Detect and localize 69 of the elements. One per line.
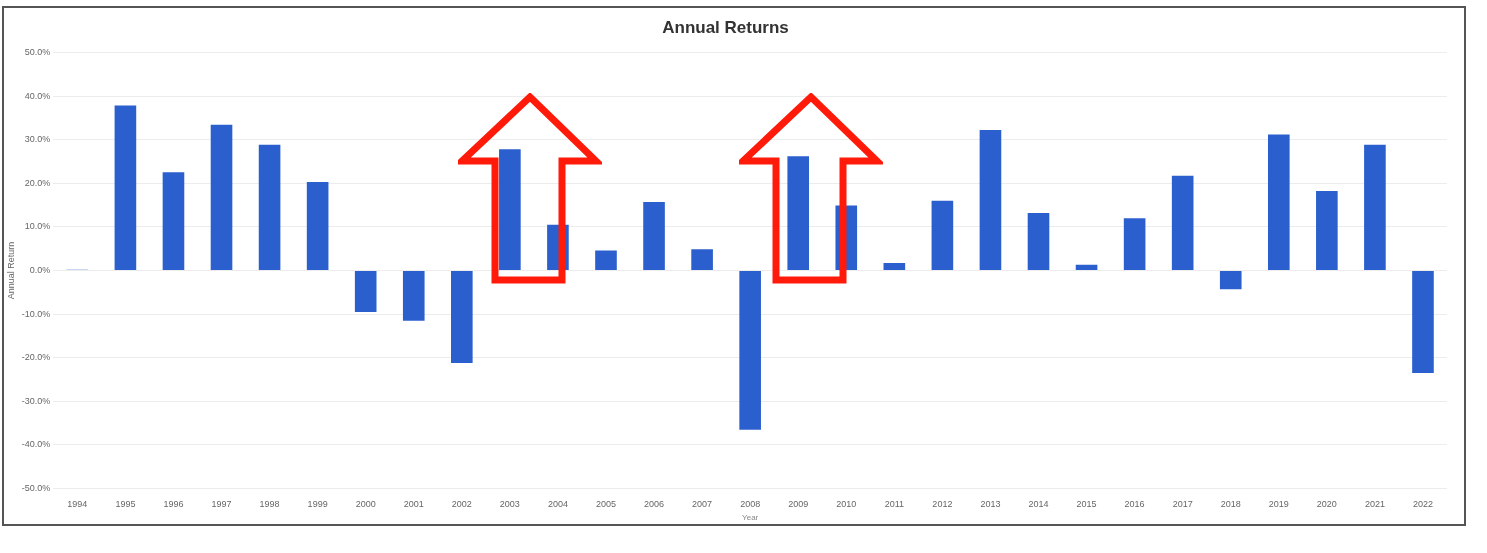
- bar: [1027, 212, 1050, 270]
- bar: [210, 124, 233, 270]
- bar: [931, 200, 954, 270]
- x-tick-label: 1996: [163, 499, 184, 510]
- x-tick-label: 2021: [1364, 499, 1385, 510]
- bar: [354, 271, 377, 312]
- bar: [643, 202, 665, 270]
- y-tick-label: -20.0%: [21, 352, 51, 363]
- bar: [1267, 134, 1290, 270]
- y-tick-label: -40.0%: [21, 439, 51, 450]
- x-tick-label: 2010: [836, 499, 857, 510]
- y-tick-label: 0.0%: [29, 264, 51, 275]
- x-tick-label: 1994: [67, 499, 88, 510]
- bar: [258, 144, 281, 270]
- y-axis-title: Annual Return: [5, 241, 16, 300]
- y-tick-label: -30.0%: [21, 395, 51, 406]
- x-tick-label: 1997: [211, 499, 232, 510]
- bar: [162, 172, 185, 270]
- x-tick-label: 2016: [1124, 499, 1145, 510]
- bar: [1219, 271, 1242, 290]
- x-tick-label: 2001: [403, 499, 424, 510]
- x-tick-label: 2009: [788, 499, 809, 510]
- x-tick-label: 2000: [355, 499, 376, 510]
- x-tick-label: 2004: [547, 499, 568, 510]
- bar: [787, 156, 810, 270]
- x-tick-label: 2014: [1028, 499, 1049, 510]
- x-tick-label: 2005: [595, 499, 616, 510]
- bar: [1364, 144, 1386, 270]
- y-tick-label: -50.0%: [21, 483, 51, 494]
- x-tick-label: 2008: [740, 499, 761, 510]
- x-axis-title: Year: [742, 513, 759, 523]
- bar: [979, 130, 1002, 270]
- x-tick-label: 2002: [451, 499, 472, 510]
- x-tick-label: 2013: [980, 499, 1001, 510]
- y-tick-label: 30.0%: [24, 134, 51, 145]
- y-tick-label: 20.0%: [24, 177, 51, 188]
- x-tick-label: 1995: [115, 499, 136, 510]
- x-tick-label: 2012: [932, 499, 953, 510]
- bar: [451, 271, 473, 363]
- x-tick-label: 2003: [499, 499, 520, 510]
- bar: [739, 271, 761, 430]
- bar: [1412, 271, 1434, 374]
- x-tick-label: 2011: [884, 499, 905, 510]
- y-tick-label: -10.0%: [21, 308, 51, 319]
- bar: [1075, 264, 1098, 270]
- bar: [1123, 218, 1146, 270]
- bar: [883, 263, 906, 270]
- x-tick-label: 2020: [1316, 499, 1337, 510]
- bar: [691, 249, 713, 270]
- bar: [595, 250, 617, 270]
- x-tick-label: 2018: [1220, 499, 1241, 510]
- bar: [402, 271, 425, 321]
- x-tick-label: 1998: [259, 499, 280, 510]
- x-tick-label: 2006: [644, 499, 665, 510]
- x-tick-label: 2022: [1412, 499, 1433, 510]
- bar: [114, 105, 137, 270]
- x-tick-label: 2015: [1076, 499, 1097, 510]
- bar: [306, 181, 329, 270]
- x-tick-label: 2007: [692, 499, 713, 510]
- y-tick-label: 50.0%: [24, 46, 51, 57]
- x-tick-label: 1999: [307, 499, 328, 510]
- x-tick-label: 2019: [1268, 499, 1289, 510]
- y-tick-label: 10.0%: [24, 221, 51, 232]
- chart-title: Annual Returns: [662, 17, 789, 37]
- bar: [1171, 175, 1194, 270]
- bar: [1316, 191, 1338, 270]
- bar: [499, 149, 521, 270]
- x-tick-label: 2017: [1172, 499, 1193, 510]
- y-tick-label: 40.0%: [24, 90, 51, 101]
